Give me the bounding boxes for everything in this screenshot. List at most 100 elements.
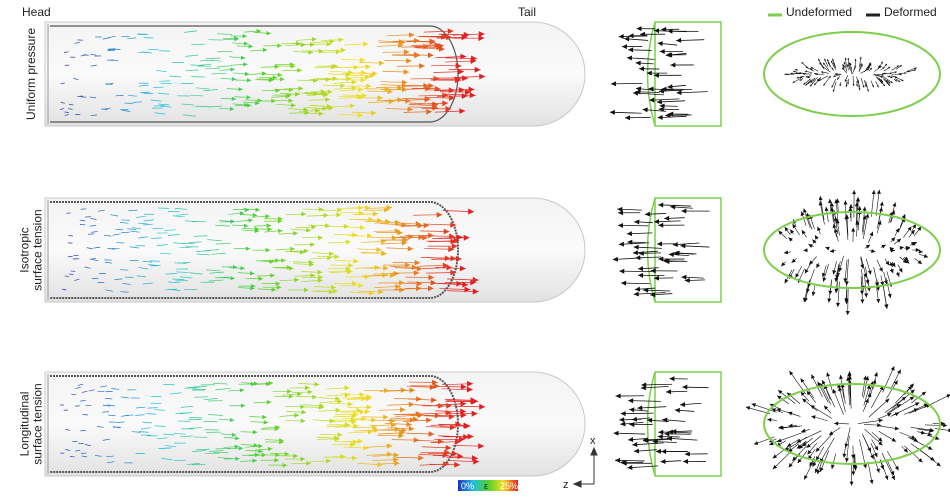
arrow-head <box>874 372 878 376</box>
arrow-head <box>865 280 869 284</box>
tube <box>45 372 585 476</box>
arrow-head <box>638 273 643 278</box>
arrow-head <box>830 202 834 206</box>
arrow-head <box>784 73 786 75</box>
arrow-head <box>872 379 876 383</box>
arrow-head <box>773 454 777 458</box>
arrow-head <box>613 257 618 262</box>
axes-glyph <box>574 448 597 487</box>
arrow-shaft <box>889 397 914 413</box>
arrow-head <box>622 44 627 49</box>
arrow-head <box>826 372 830 376</box>
arrow-head <box>627 231 632 236</box>
arrow-head <box>866 245 870 249</box>
arrow-head <box>918 260 922 264</box>
axis-x: x <box>590 435 596 447</box>
arrow-head <box>831 465 835 469</box>
arrow-head <box>627 465 632 470</box>
arrow-head <box>788 237 792 241</box>
arrow-head <box>624 37 629 42</box>
arrow-head <box>839 375 843 379</box>
arrow-head <box>618 223 623 228</box>
arrow-shaft <box>918 448 940 466</box>
row: Isotropicsurface tension <box>18 190 940 315</box>
arrow-head <box>666 389 671 394</box>
arrow-head <box>636 61 641 66</box>
arrow-head <box>825 207 829 211</box>
arrow-head <box>888 294 892 298</box>
arrow-head <box>680 402 685 407</box>
arrow-head <box>801 378 805 382</box>
colorbar-min: 0% <box>461 481 474 491</box>
arrow-head <box>885 261 889 265</box>
arrow-head <box>936 462 940 466</box>
arrow-head <box>882 74 884 76</box>
arrow-head <box>907 227 911 231</box>
legend-deformed: Deformed <box>884 5 937 19</box>
row-label: Longitudinal <box>18 392 32 457</box>
arrow-head <box>627 56 632 61</box>
arrow-head <box>658 430 663 435</box>
arrow-head <box>807 391 811 395</box>
arrow-head <box>864 293 868 297</box>
arrow-head <box>789 463 793 467</box>
arrow-head <box>767 418 771 422</box>
arrow-shaft <box>869 399 889 417</box>
arrow-head <box>681 209 686 214</box>
arrow-head <box>786 73 788 75</box>
arrow-head <box>676 38 681 43</box>
arrow-head <box>921 431 925 435</box>
arrow-head <box>802 399 806 403</box>
arrow-head <box>871 249 875 253</box>
arrow-head <box>676 90 681 95</box>
arrow-head <box>635 255 640 260</box>
row-label: Uniform pressure <box>24 28 38 120</box>
arrow-head <box>803 208 807 212</box>
arrow-head <box>839 84 841 86</box>
arrow-head <box>615 458 620 463</box>
arrow-head <box>658 41 663 46</box>
arrow-head <box>802 230 806 234</box>
arrow-head <box>637 405 642 410</box>
ellipse-undeformed <box>764 384 940 464</box>
arrow-head <box>842 454 846 458</box>
arrow-head <box>634 448 639 453</box>
arrow-head <box>616 394 621 399</box>
arrow-head <box>834 289 838 293</box>
arrow-head <box>664 216 669 221</box>
arrow-head <box>868 270 872 274</box>
arrow-head <box>634 245 639 250</box>
arrow-head <box>621 281 626 286</box>
arrow-head <box>803 248 807 252</box>
arrow-head <box>850 482 854 486</box>
arrow-head <box>611 81 616 86</box>
arrow-head <box>625 115 630 120</box>
arrow-head <box>670 63 675 68</box>
arrow-head <box>683 459 688 464</box>
arrow-head <box>752 403 756 407</box>
arrow-head <box>629 33 634 38</box>
arrow-head <box>852 190 856 194</box>
arrow-head <box>856 197 860 201</box>
arrow-head <box>660 459 665 464</box>
arrow-head <box>843 200 847 204</box>
arrow-head <box>798 459 802 463</box>
arrow-head <box>660 49 665 54</box>
arrow-head <box>682 385 687 390</box>
arrow-head <box>863 376 867 380</box>
arrow-head <box>879 419 883 423</box>
arrow-head <box>829 431 833 435</box>
arrow-head <box>639 251 644 256</box>
arrow-head <box>895 466 899 470</box>
arrow-head <box>789 371 793 375</box>
arrow-head <box>863 215 867 219</box>
arrow-head <box>777 396 781 400</box>
arrow-head <box>895 426 899 430</box>
arrow-head <box>628 398 633 403</box>
arrow-head <box>788 412 792 416</box>
arrow-head <box>637 26 642 31</box>
arrow-head <box>924 254 928 258</box>
arrow-head <box>874 446 878 450</box>
arrow-head <box>785 227 789 231</box>
arrow-head <box>853 84 855 86</box>
